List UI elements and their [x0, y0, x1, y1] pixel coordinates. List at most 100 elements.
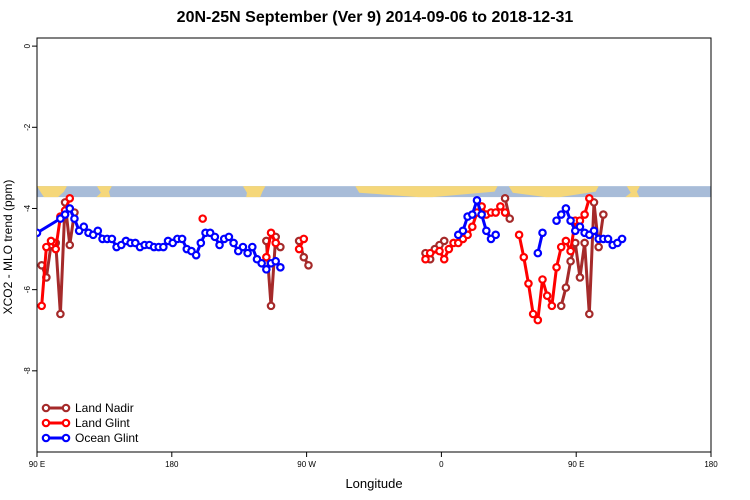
x-tick-label-2: 90 W	[297, 460, 316, 469]
data-point-land-glint-0-3	[51, 244, 61, 254]
data-point-ocean-glint-0-47	[271, 256, 281, 266]
data-point-ocean-glint-0-35	[215, 240, 224, 250]
data-point-land-nadir-5-1	[561, 283, 571, 292]
data-point-ocean-glint-0-48	[276, 263, 285, 272]
data-point-land-nadir-2-2	[304, 260, 313, 270]
data-point-land-nadir-3-4	[439, 236, 449, 246]
y-axis-label: XCO2 - MLO trend (ppm)	[1, 179, 15, 315]
x-tick-label-0: 90 E	[29, 460, 45, 469]
data-point-ocean-glint-3-14	[617, 234, 627, 244]
data-point-land-nadir-0-4	[56, 309, 65, 319]
data-point-ocean-glint-0-30	[191, 250, 201, 260]
y-tick-label-2: -4	[23, 204, 32, 212]
data-point-land-glint-2-2	[271, 238, 281, 248]
data-point-land-nadir-5-5	[580, 238, 589, 248]
data-point-land-glint-5-4	[533, 315, 543, 325]
legend-marker-land-nadir-b	[61, 403, 71, 413]
data-point-land-glint-5-10	[561, 236, 571, 246]
data-point-land-glint-4-2	[435, 246, 444, 256]
data-point-ocean-glint-0-38	[229, 238, 238, 248]
axes: 90 E 180 90 W 0 90 E 180 0 -2 -4 -6 -8	[23, 43, 718, 469]
x-tick-label-5: 180	[704, 460, 718, 469]
data-point-land-glint-4-15	[496, 202, 505, 211]
data-point-ocean-glint-3-0	[552, 216, 561, 225]
data-point-land-nadir-5-6	[585, 309, 594, 319]
chart-title: 20N-25N September (Ver 9) 2014-09-06 to …	[176, 9, 574, 26]
data-point-land-glint-0-1	[42, 242, 51, 252]
data-point-ocean-glint-0-0	[37, 228, 42, 238]
plot-frame	[36, 37, 712, 453]
legend-marker-land-glint-a	[41, 418, 51, 428]
map-land-4	[508, 186, 599, 198]
data-point-ocean-glint-0-27	[177, 234, 187, 244]
series-line-land-nadir-0	[40, 200, 76, 316]
data-point-ocean-glint-3-2	[561, 204, 571, 213]
data-point-land-glint-5-15	[585, 194, 594, 203]
map-strip	[37, 186, 711, 198]
map-land-5	[625, 186, 640, 198]
data-point-ocean-glint-3-1	[556, 210, 566, 219]
data-point-land-glint-4-16	[500, 208, 510, 217]
data-point-land-glint-2-1	[266, 228, 276, 238]
map-land-3	[355, 186, 498, 198]
data-point-ocean-glint-0-42	[248, 242, 257, 252]
legend-label-land-glint: Land Glint	[75, 416, 130, 430]
data-point-land-glint-5-5	[538, 275, 547, 284]
data-point-ocean-glint-0-2	[60, 210, 70, 219]
legend-label-land-nadir: Land Nadir	[75, 401, 134, 415]
data-point-land-nadir-4-1	[505, 214, 515, 223]
data-point-ocean-glint-0-3	[65, 204, 75, 213]
y-tick-label-4: -8	[23, 367, 32, 375]
series-line-land-nadir-5	[559, 200, 605, 316]
data-point-land-glint-4-1	[425, 248, 435, 258]
legend-marker-ocean-glint-b	[61, 433, 71, 443]
data-point-land-glint-3-1	[299, 234, 309, 244]
data-point-land-glint-0-2	[46, 236, 56, 246]
data-point-ocean-glint-0-12	[107, 234, 117, 244]
data-point-land-glint-5-11	[566, 246, 575, 256]
data-point-land-glint-4-14	[491, 208, 500, 217]
data-point-land-nadir-5-9	[599, 210, 608, 219]
y-tick-label-0: 0	[23, 43, 32, 48]
data-point-ocean-glint-0-6	[79, 222, 89, 232]
data-point-ocean-glint-1-5	[477, 210, 486, 219]
data-point-ocean-glint-1-1	[458, 226, 468, 236]
x-axis-label: Longitude	[345, 476, 403, 491]
data-point-ocean-glint-0-4	[70, 214, 79, 223]
legend-label-ocean-glint: Ocean Glint	[75, 431, 139, 445]
x-tick-label-4: 90 E	[568, 460, 584, 469]
data-point-land-glint-1-0	[198, 214, 207, 223]
data-point-land-nadir-2-1	[299, 252, 309, 262]
data-point-land-glint-4-4	[444, 244, 454, 254]
data-point-land-glint-5-1	[519, 252, 529, 262]
map-land-2	[242, 186, 266, 198]
data-point-ocean-glint-1-4	[472, 196, 482, 205]
data-point-land-glint-2-0	[262, 252, 271, 262]
data-point-land-nadir-5-2	[566, 256, 575, 266]
data-point-land-glint-5-3	[528, 309, 538, 319]
data-point-land-glint-5-8	[552, 263, 561, 272]
data-point-land-glint-5-0	[514, 230, 524, 240]
data-point-ocean-glint-1-3	[467, 210, 477, 219]
data-point-land-glint-0-6	[65, 194, 75, 203]
y-tick-label-1: -2	[23, 123, 32, 131]
data-point-ocean-glint-1-8	[491, 230, 500, 240]
data-point-land-nadir-4-0	[500, 194, 510, 203]
data-point-land-glint-5-6	[542, 291, 552, 301]
data-point-ocean-glint-3-11	[603, 234, 613, 244]
map-land-0	[37, 186, 67, 198]
data-point-land-nadir-5-8	[594, 242, 603, 252]
data-point-ocean-glint-0-23	[159, 242, 168, 252]
x-tick-label-3: 0	[439, 460, 444, 469]
legend-marker-land-glint-b	[61, 418, 71, 428]
data-point-land-glint-4-3	[439, 254, 449, 264]
data-point-land-nadir-0-6	[65, 240, 75, 250]
data-point-land-glint-5-2	[524, 279, 533, 288]
data-point-ocean-glint-0-9	[93, 226, 103, 236]
data-point-land-nadir-5-0	[556, 301, 566, 311]
data-point-ocean-glint-0-34	[210, 232, 220, 242]
data-point-ocean-glint-0-37	[224, 232, 234, 242]
data-point-ocean-glint-1-6	[482, 226, 491, 236]
